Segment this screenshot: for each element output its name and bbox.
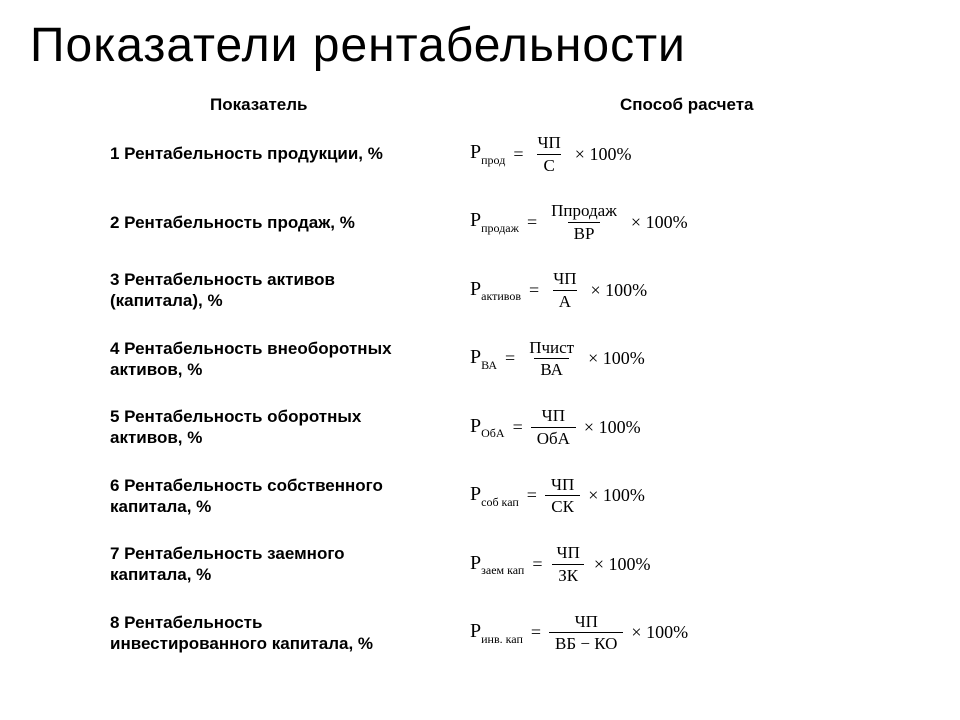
equals-sign: = [531,622,541,643]
multiplier: × 100% [588,485,645,506]
indicator-label: 1 Рентабельность продукции, % [110,143,430,164]
lhs-subscript: заем кап [481,563,524,577]
lhs-base: Р [470,209,481,231]
indicator-label: 6 Рентабельность собственного капитала, … [110,475,430,518]
lhs-base: Р [470,620,481,642]
header-calc: Способ расчета [560,95,754,115]
denominator: ЗК [552,564,584,586]
denominator: ВА [534,358,569,380]
lhs-subscript: ОбА [481,426,504,440]
table-row: 3 Рентабельность активов (капитала), % Р… [110,269,930,312]
lhs-subscript: активов [481,289,521,303]
denominator: СК [545,495,580,517]
indicator-label: 8 Рентабельность инвестированного капита… [110,612,430,655]
denominator: ВР [568,222,601,244]
equals-sign: = [505,348,515,369]
lhs-base: Р [470,346,481,368]
multiplier: × 100% [594,554,651,575]
formula-lhs: Ринв. кап [470,620,523,646]
numerator: Ппродаж [545,201,623,222]
equals-sign: = [513,417,523,438]
formula: РОбА = ЧП ОбА × 100% [430,406,641,448]
formula-lhs: Рзаем кап [470,552,524,578]
multiplier: × 100% [584,417,641,438]
denominator: ВБ − КО [549,632,623,654]
table-row: 4 Рентабельность внеоборотных активов, %… [110,338,930,381]
formula-lhs: Рпрод [470,141,505,167]
lhs-base: Р [470,141,481,163]
numerator: ЧП [545,475,580,496]
table-row: 8 Рентабельность инвестированного капита… [110,612,930,655]
formula-lhs: РОбА [470,415,505,441]
formula: Рсоб кап = ЧП СК × 100% [430,475,645,517]
formula-lhs: Рактивов [470,278,521,304]
formula: Рактивов = ЧП А × 100% [430,269,647,311]
formula: Ринв. кап = ЧП ВБ − КО × 100% [430,612,688,654]
lhs-subscript: инв. кап [481,632,523,646]
numerator: ЧП [551,543,586,564]
lhs-subscript: соб кап [481,495,519,509]
multiplier: × 100% [631,622,688,643]
lhs-base: Р [470,483,481,505]
denominator: С [537,154,560,176]
formula: Рзаем кап = ЧП ЗК × 100% [430,543,651,585]
table-row: 7 Рентабельность заемного капитала, % Рз… [110,543,930,586]
rows-container: 1 Рентабельность продукции, % Рпрод = ЧП… [30,133,930,654]
indicator-label: 7 Рентабельность заемного капитала, % [110,543,430,586]
fraction: ЧП ЗК [551,543,586,585]
multiplier: × 100% [631,212,688,233]
lhs-base: Р [470,415,481,437]
indicator-label: 3 Рентабельность активов (капитала), % [110,269,430,312]
formula-lhs: Рпродаж [470,209,519,235]
indicator-label: 2 Рентабельность продаж, % [110,212,430,233]
numerator: Пчист [523,338,580,359]
header-indicator: Показатель [30,95,560,115]
column-headers: Показатель Способ расчета [30,95,930,115]
equals-sign: = [527,212,537,233]
fraction: ЧП А [547,269,582,311]
denominator: ОбА [531,427,576,449]
numerator: ЧП [536,406,571,427]
formula: Рпродаж = Ппродаж ВР × 100% [430,201,688,243]
indicator-label: 4 Рентабельность внеоборотных активов, % [110,338,430,381]
numerator: ЧП [569,612,604,633]
equals-sign: = [513,144,523,165]
lhs-subscript: продаж [481,221,519,235]
formula-lhs: РВА [470,346,497,372]
fraction: Пчист ВА [523,338,580,380]
formula: РВА = Пчист ВА × 100% [430,338,645,380]
table-row: 5 Рентабельность оборотных активов, % РО… [110,406,930,449]
formula: Рпрод = ЧП С × 100% [430,133,631,175]
lhs-subscript: прод [481,153,505,167]
lhs-subscript: ВА [481,358,497,372]
page-title: Показатели рентабельности [30,18,930,73]
fraction: ЧП СК [545,475,580,517]
fraction: ЧП ВБ − КО [549,612,623,654]
multiplier: × 100% [588,348,645,369]
fraction: Ппродаж ВР [545,201,623,243]
indicator-label: 5 Рентабельность оборотных активов, % [110,406,430,449]
multiplier: × 100% [575,144,632,165]
table-row: 1 Рентабельность продукции, % Рпрод = ЧП… [110,133,930,175]
lhs-base: Р [470,278,481,300]
table-row: 6 Рентабельность собственного капитала, … [110,475,930,518]
lhs-base: Р [470,552,481,574]
multiplier: × 100% [591,280,648,301]
fraction: ЧП С [531,133,566,175]
denominator: А [553,290,577,312]
equals-sign: = [532,554,542,575]
equals-sign: = [527,485,537,506]
table-row: 2 Рентабельность продаж, % Рпродаж = Ппр… [110,201,930,243]
equals-sign: = [529,280,539,301]
numerator: ЧП [531,133,566,154]
fraction: ЧП ОбА [531,406,576,448]
numerator: ЧП [547,269,582,290]
formula-lhs: Рсоб кап [470,483,519,509]
slide: Показатели рентабельности Показатель Спо… [0,0,960,720]
